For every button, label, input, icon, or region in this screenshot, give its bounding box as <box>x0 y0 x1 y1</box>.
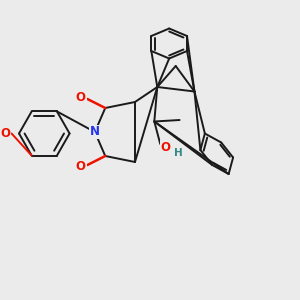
Text: H: H <box>174 148 182 158</box>
Text: O: O <box>76 160 86 173</box>
Text: O: O <box>76 91 86 104</box>
Text: O: O <box>160 141 171 154</box>
Text: O: O <box>1 127 10 140</box>
Text: N: N <box>90 125 100 139</box>
